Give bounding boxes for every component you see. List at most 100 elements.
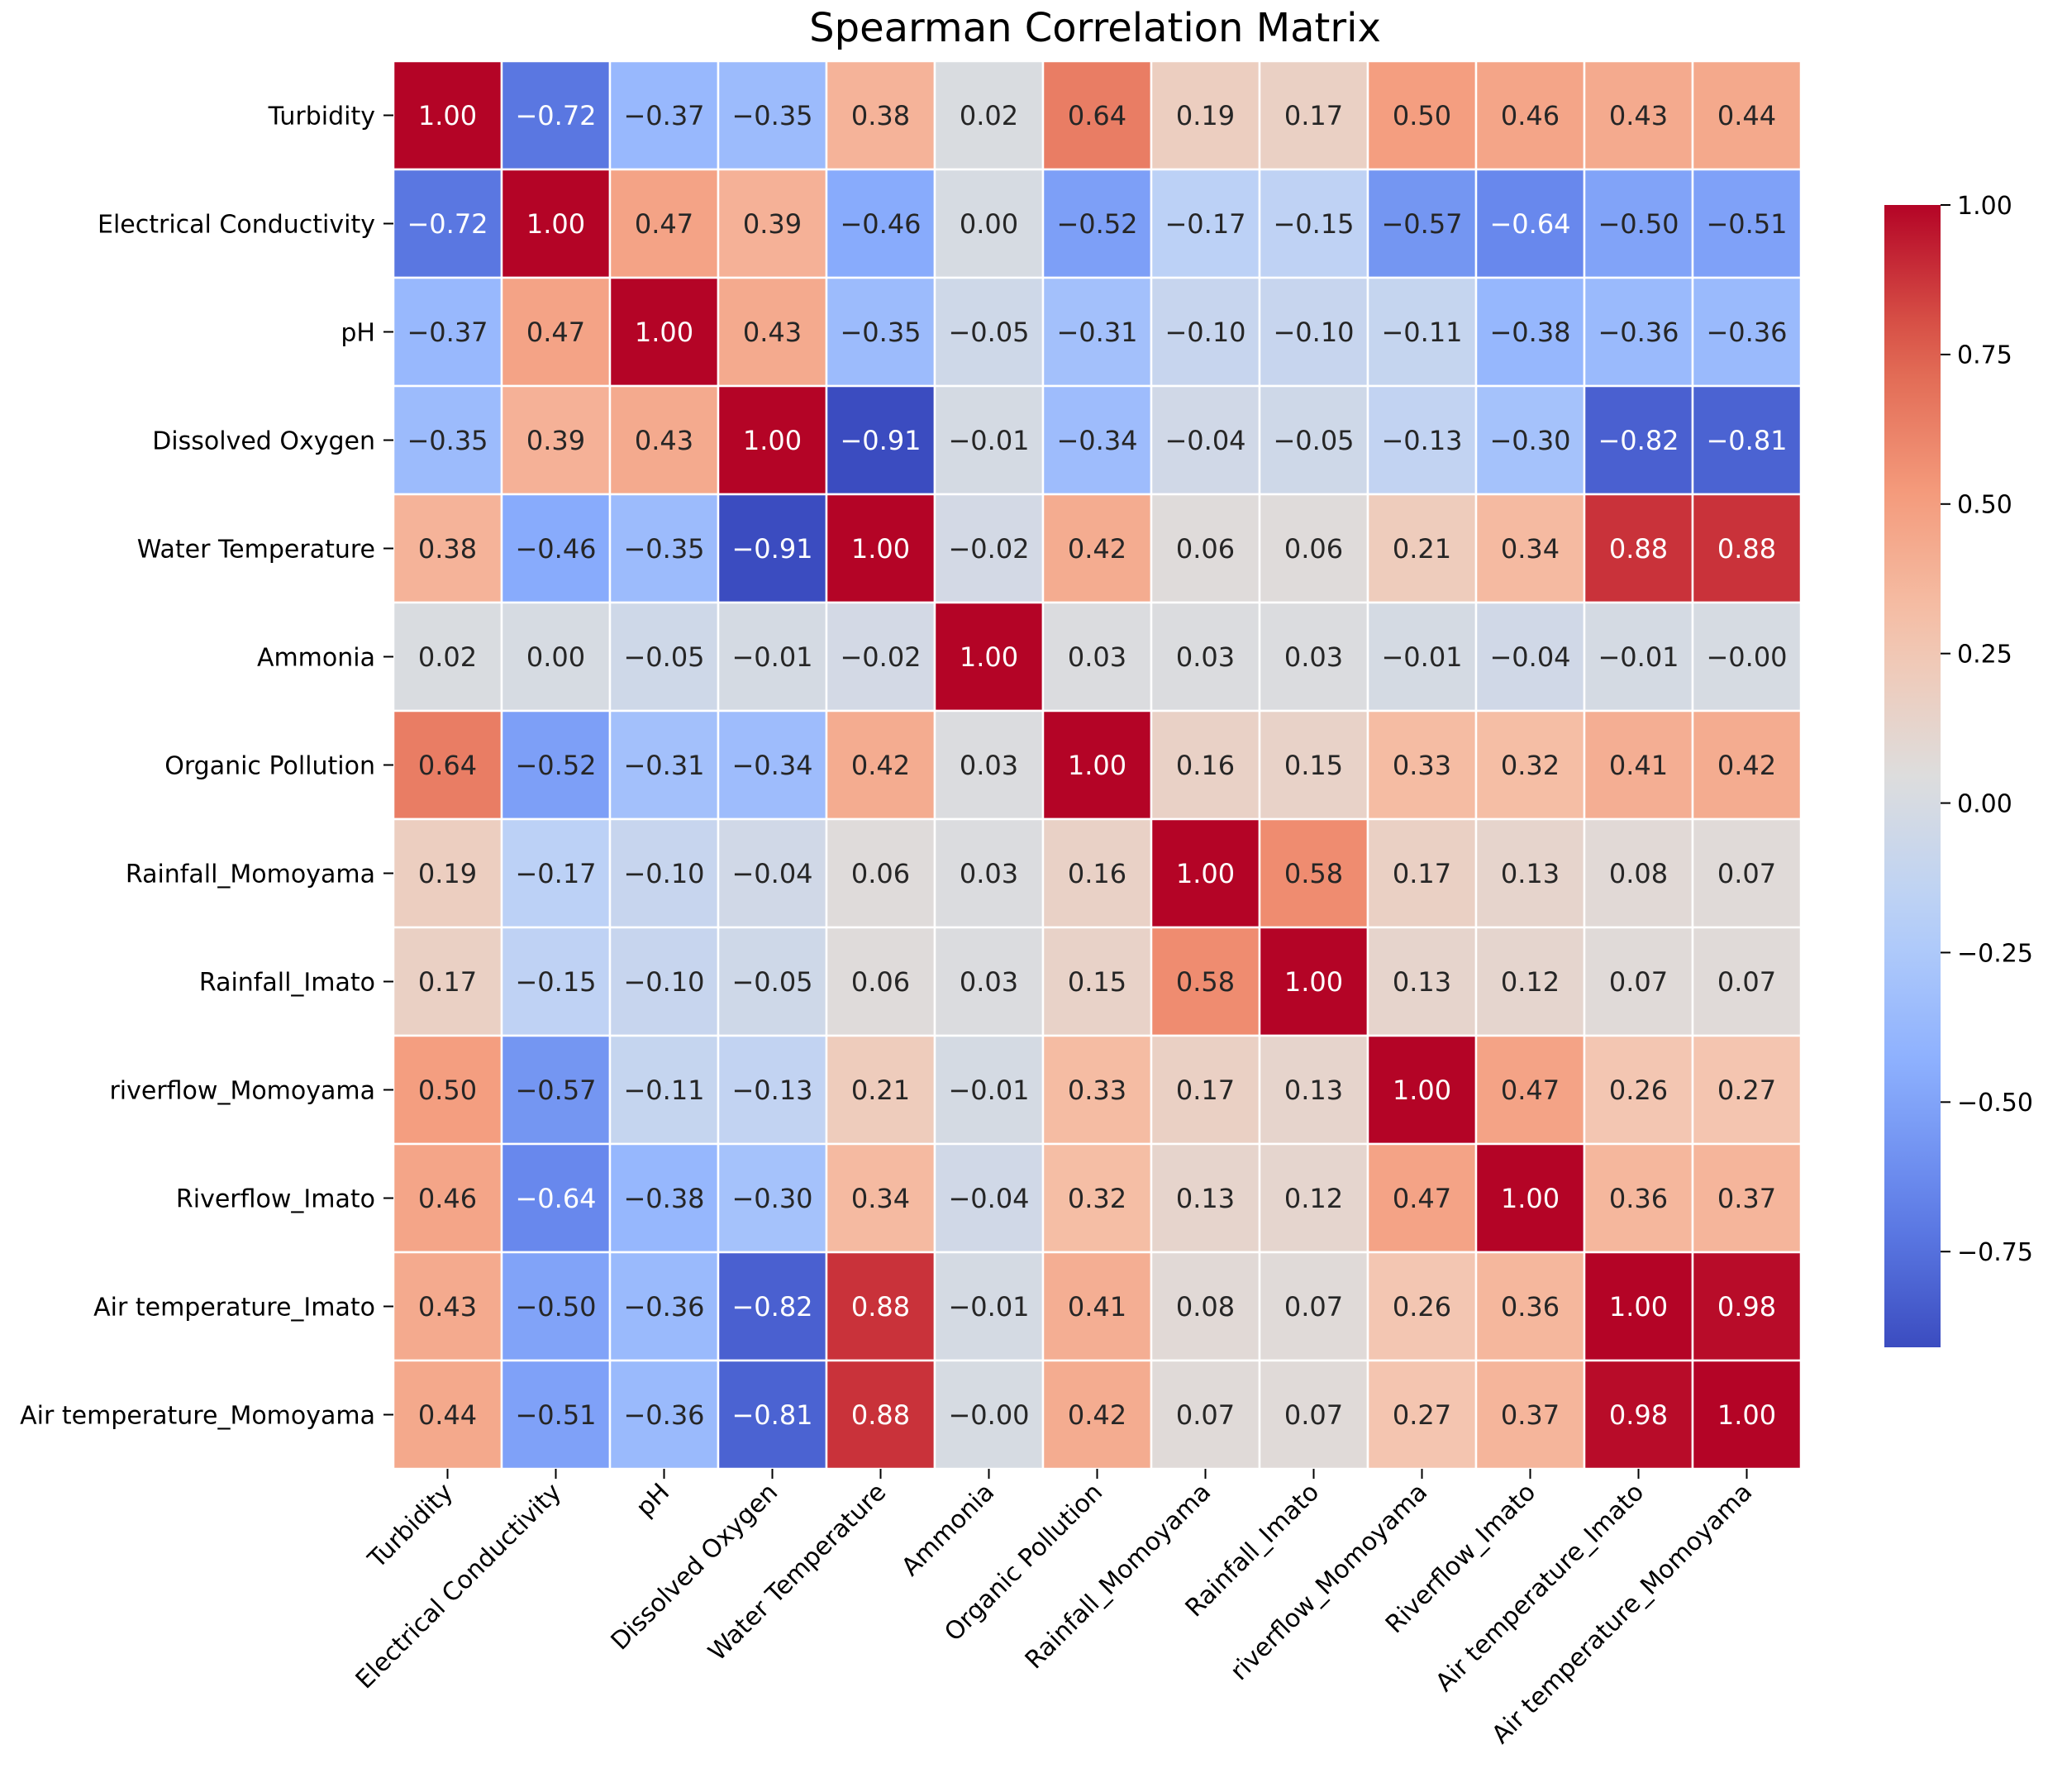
heatmap-cell xyxy=(1691,1251,1803,1362)
heatmap-cell xyxy=(1041,168,1153,279)
y-tick-label: Air temperature_Momoyama xyxy=(20,1401,375,1430)
heatmap-cell xyxy=(717,168,828,279)
heatmap-cell xyxy=(392,926,503,1037)
x-tick-label: Ammonia xyxy=(896,1478,1000,1582)
heatmap-cell xyxy=(825,1034,936,1146)
cell-value-label: −0.13 xyxy=(731,1075,812,1106)
cell-value-label: 0.03 xyxy=(960,966,1018,998)
cell-value-label: −0.91 xyxy=(731,533,812,565)
cell-value-label: 0.33 xyxy=(1393,750,1451,781)
cell-value-label: −0.30 xyxy=(731,1183,812,1214)
cell-value-label: 0.58 xyxy=(1284,858,1343,889)
heatmap-cell xyxy=(1583,1359,1694,1470)
heatmap-cell xyxy=(1258,926,1369,1037)
cell-value-label: −0.82 xyxy=(731,1291,812,1323)
heatmap-cell xyxy=(933,384,1045,496)
y-tick-label: Turbidity xyxy=(268,102,375,131)
cell-value-label: 0.06 xyxy=(851,966,910,998)
cell-value-label: −0.34 xyxy=(731,750,812,781)
cell-value-label: −0.81 xyxy=(1706,425,1787,456)
heatmap-cell xyxy=(717,384,828,496)
cell-value-label: 0.21 xyxy=(1393,533,1451,565)
cell-value-label: 1.00 xyxy=(418,100,477,131)
heatmap-cell xyxy=(1691,1142,1803,1254)
cell-value-label: −0.01 xyxy=(731,641,812,673)
cell-value-label: 0.13 xyxy=(1176,1183,1235,1214)
cell-value-label: 0.64 xyxy=(418,750,477,781)
cell-value-label: −0.50 xyxy=(1598,208,1679,240)
heatmap-cell xyxy=(825,276,936,388)
colorbar-tick-label: 1.00 xyxy=(1957,192,2012,221)
cell-value-label: 0.37 xyxy=(1501,1399,1560,1431)
cell-value-label: −0.11 xyxy=(1381,317,1462,348)
heatmap-cell xyxy=(717,1359,828,1470)
heatmap-cell xyxy=(392,1034,503,1146)
heatmap-cell xyxy=(392,168,503,279)
heatmap-cell xyxy=(1474,817,1586,929)
cell-value-label: 0.03 xyxy=(1284,641,1343,673)
heatmap-cell xyxy=(1583,1034,1694,1146)
heatmap-cell xyxy=(608,1251,720,1362)
cell-value-label: −0.51 xyxy=(1706,208,1787,240)
cell-value-label: −0.15 xyxy=(515,966,596,998)
cell-value-label: −0.05 xyxy=(623,641,704,673)
heatmap-cell xyxy=(608,709,720,821)
heatmap-cells xyxy=(392,60,1803,1470)
x-tick-label: Turbidity xyxy=(362,1478,459,1575)
cell-value-label: 0.07 xyxy=(1609,966,1668,998)
x-tick-label: Electrical Conductivity xyxy=(350,1478,567,1694)
heatmap-cell xyxy=(1474,1034,1586,1146)
heatmap-cell xyxy=(1258,384,1369,496)
cell-value-label: 0.13 xyxy=(1284,1075,1343,1106)
heatmap-cell xyxy=(500,276,612,388)
cell-value-label: 0.42 xyxy=(851,750,910,781)
cell-value-label: 0.42 xyxy=(1068,533,1126,565)
heatmap-cell xyxy=(1366,384,1478,496)
cell-value-label: 0.47 xyxy=(1501,1075,1560,1106)
heatmap-cell xyxy=(933,709,1045,821)
cell-value-label: −0.10 xyxy=(623,858,704,889)
heatmap-cell xyxy=(825,601,936,713)
heatmap-cell xyxy=(1150,60,1261,171)
cell-value-label: −0.01 xyxy=(948,1075,1029,1106)
y-tick-label: Ammonia xyxy=(257,643,375,672)
cell-value-label: 1.00 xyxy=(851,533,910,565)
cell-value-label: −0.35 xyxy=(623,533,704,565)
x-tick-label: riverflow_Momoyama xyxy=(1225,1478,1433,1686)
cell-value-label: 1.00 xyxy=(960,641,1018,673)
cell-value-label: −0.36 xyxy=(1598,317,1679,348)
cell-value-label: 0.12 xyxy=(1501,966,1560,998)
cell-value-label: −0.38 xyxy=(623,1183,704,1214)
heatmap-cell xyxy=(1691,709,1803,821)
cell-value-label: 0.00 xyxy=(960,208,1018,240)
cell-value-label: −0.72 xyxy=(407,208,488,240)
heatmap-cell xyxy=(933,817,1045,929)
heatmap-cell xyxy=(1366,60,1478,171)
heatmap-cell xyxy=(1258,1251,1369,1362)
cell-value-label: 0.50 xyxy=(418,1075,477,1106)
cell-value-label: −0.13 xyxy=(1381,425,1462,456)
heatmap-cell xyxy=(500,60,612,171)
heatmap-cell xyxy=(717,817,828,929)
heatmap-cell xyxy=(717,709,828,821)
heatmap-cell xyxy=(933,1359,1045,1470)
cell-value-label: 0.44 xyxy=(1717,100,1776,131)
cell-value-label: −0.38 xyxy=(1489,317,1570,348)
cell-value-label: −0.10 xyxy=(1273,317,1354,348)
heatmap-cell xyxy=(1474,926,1586,1037)
heatmap-cell xyxy=(1474,276,1586,388)
cell-value-label: 0.03 xyxy=(1176,641,1235,673)
cell-value-label: 1.00 xyxy=(526,208,585,240)
colorbar-tick-label: 0.75 xyxy=(1957,341,2012,370)
cell-value-label: 0.07 xyxy=(1284,1399,1343,1431)
heatmap-cell xyxy=(825,1251,936,1362)
heatmap-cell xyxy=(1366,276,1478,388)
cell-value-label: 0.06 xyxy=(1176,533,1235,565)
cell-value-label: 0.02 xyxy=(960,100,1018,131)
heatmap-cell xyxy=(1366,1034,1478,1146)
y-tick-label: Rainfall_Momoyama xyxy=(126,860,375,889)
cell-value-label: −0.17 xyxy=(1165,208,1245,240)
cell-value-label: 0.08 xyxy=(1609,858,1668,889)
cell-value-label: 0.27 xyxy=(1393,1399,1451,1431)
heatmap-cell xyxy=(1474,709,1586,821)
